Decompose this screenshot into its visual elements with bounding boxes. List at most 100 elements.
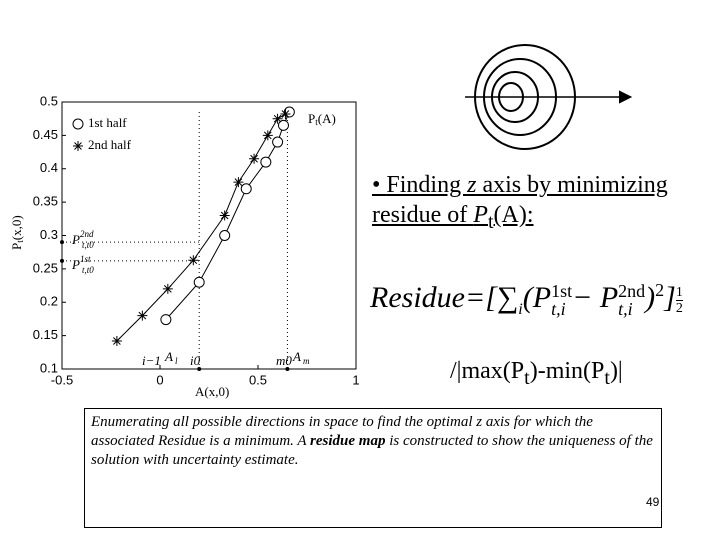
x-tick-label: 0	[156, 372, 163, 387]
y-label-main: P	[9, 243, 24, 250]
formula-part: − P	[572, 281, 619, 314]
y-tick-label: 0.2	[40, 294, 58, 309]
y-tick-label: 0.25	[33, 260, 58, 275]
marker-circle	[272, 136, 284, 148]
annotation: i−1	[142, 353, 161, 368]
x-tick-label: 1	[352, 372, 359, 387]
formula-part: 2	[655, 280, 665, 300]
marker-circle	[260, 156, 272, 168]
norm-part: )|	[609, 358, 623, 384]
y-tick-label: 0.45	[33, 127, 58, 142]
marker-circle	[219, 230, 231, 241]
bullet-part: t	[487, 210, 494, 233]
legend-marker	[73, 141, 83, 151]
curve-label-main: P	[308, 111, 315, 126]
annotation-sub: t,t0	[82, 265, 94, 275]
annotation-main: m0	[276, 353, 292, 368]
marker-star	[233, 177, 244, 188]
y-label-sub: t	[15, 240, 25, 243]
annotation-main: i−1	[142, 353, 161, 368]
bullet-part: axis by minimizing residue of	[372, 172, 668, 228]
page-number: 49	[646, 495, 660, 509]
formula-part: 2nd	[618, 281, 646, 302]
y-tick-label: 0.3	[40, 227, 58, 242]
bullet-part: (A):	[493, 202, 534, 228]
reference-dot	[60, 240, 64, 245]
marker-star	[162, 283, 173, 294]
annotation-main: i0	[190, 353, 201, 368]
y-tick-label: 0.5	[40, 93, 58, 108]
formula-part: ]	[664, 281, 676, 314]
y-label-rest: (x,0)	[9, 215, 24, 240]
formula-part: 2	[675, 301, 683, 316]
norm-part: t	[604, 366, 610, 389]
marker-circle	[277, 119, 289, 131]
norm-part: /|max(P	[450, 358, 525, 384]
curve-label-sub: t	[315, 117, 318, 127]
bullet-part: z	[467, 172, 477, 198]
note-text: is constructed to show the uniqueness of…	[91, 433, 653, 468]
bullet-part: P	[473, 202, 488, 228]
curve-label: Pt(A)	[308, 111, 336, 127]
marker-star	[280, 109, 291, 120]
formula: Residue=[∑i(P 1st t,i − P 2nd t,i)2] 1 2	[370, 280, 683, 319]
annotation-main: P	[71, 257, 80, 272]
marker-circle	[240, 183, 252, 195]
formula-part: t,i	[551, 299, 566, 320]
x-tick-label: -0.5	[51, 372, 73, 387]
reference-dot	[60, 258, 64, 263]
note-box: Enumerating all possible directions in s…	[84, 408, 662, 528]
y-tick-label: 0.15	[33, 327, 58, 342]
annotation-sup: 2nd	[80, 229, 94, 239]
formula-part: Residue=[∑	[370, 281, 519, 314]
annotation-main: A	[292, 349, 301, 364]
annotation: P2nd t,t0	[71, 229, 94, 250]
marker-star	[137, 310, 148, 321]
marker-star	[188, 255, 199, 266]
reference-dot	[197, 367, 202, 371]
annotation: P1st t,t0	[71, 254, 94, 275]
annotation: m0	[276, 353, 292, 368]
annotation-sub: m	[303, 356, 310, 366]
y-axis-label: Pt(x,0)	[9, 215, 25, 250]
y-tick-label: 0.1	[40, 360, 58, 375]
marker-star	[249, 153, 260, 164]
annotation-sub: l	[175, 356, 178, 366]
marker-star	[111, 335, 122, 346]
marker-star	[262, 130, 273, 141]
bullet-part: Finding	[386, 172, 468, 198]
normalizer: /|max(Pt)-min(Pt)|	[450, 358, 623, 390]
marker-star	[219, 210, 230, 221]
annotation-sub: t,t0	[82, 240, 94, 250]
y-tick-label: 0.4	[40, 160, 58, 175]
series-line	[116, 113, 286, 342]
x-axis-label: A(x,0)	[195, 384, 229, 399]
bullet-text: • Finding z axis by minimizing residue o…	[372, 172, 668, 233]
marker-circle	[160, 314, 172, 326]
formula-part: t,i	[618, 299, 633, 320]
formula-part: (P	[522, 281, 552, 314]
marker-circle	[193, 276, 205, 288]
formula-part: 1st	[551, 281, 573, 302]
norm-part: )-min(P	[529, 358, 605, 384]
annotation-main: P	[71, 232, 80, 247]
formula-part: i	[518, 301, 523, 318]
legend-label: 2nd half	[88, 137, 132, 152]
note-text: Enumerating all possible directions in s…	[91, 414, 593, 449]
note-bold: residue map	[310, 433, 386, 449]
annotation-sup: 1st	[80, 254, 91, 264]
annotation: i0	[190, 353, 201, 368]
y-tick-label: 0.35	[33, 194, 58, 209]
legend-label: 1st half	[88, 115, 127, 130]
reference-dot	[285, 367, 290, 371]
norm-part: t	[524, 366, 530, 389]
marker-star	[272, 113, 283, 124]
annotation-main: A	[164, 349, 173, 364]
legend-marker	[72, 118, 84, 130]
formula-part: 1	[675, 285, 683, 301]
formula-part: )	[645, 281, 656, 314]
